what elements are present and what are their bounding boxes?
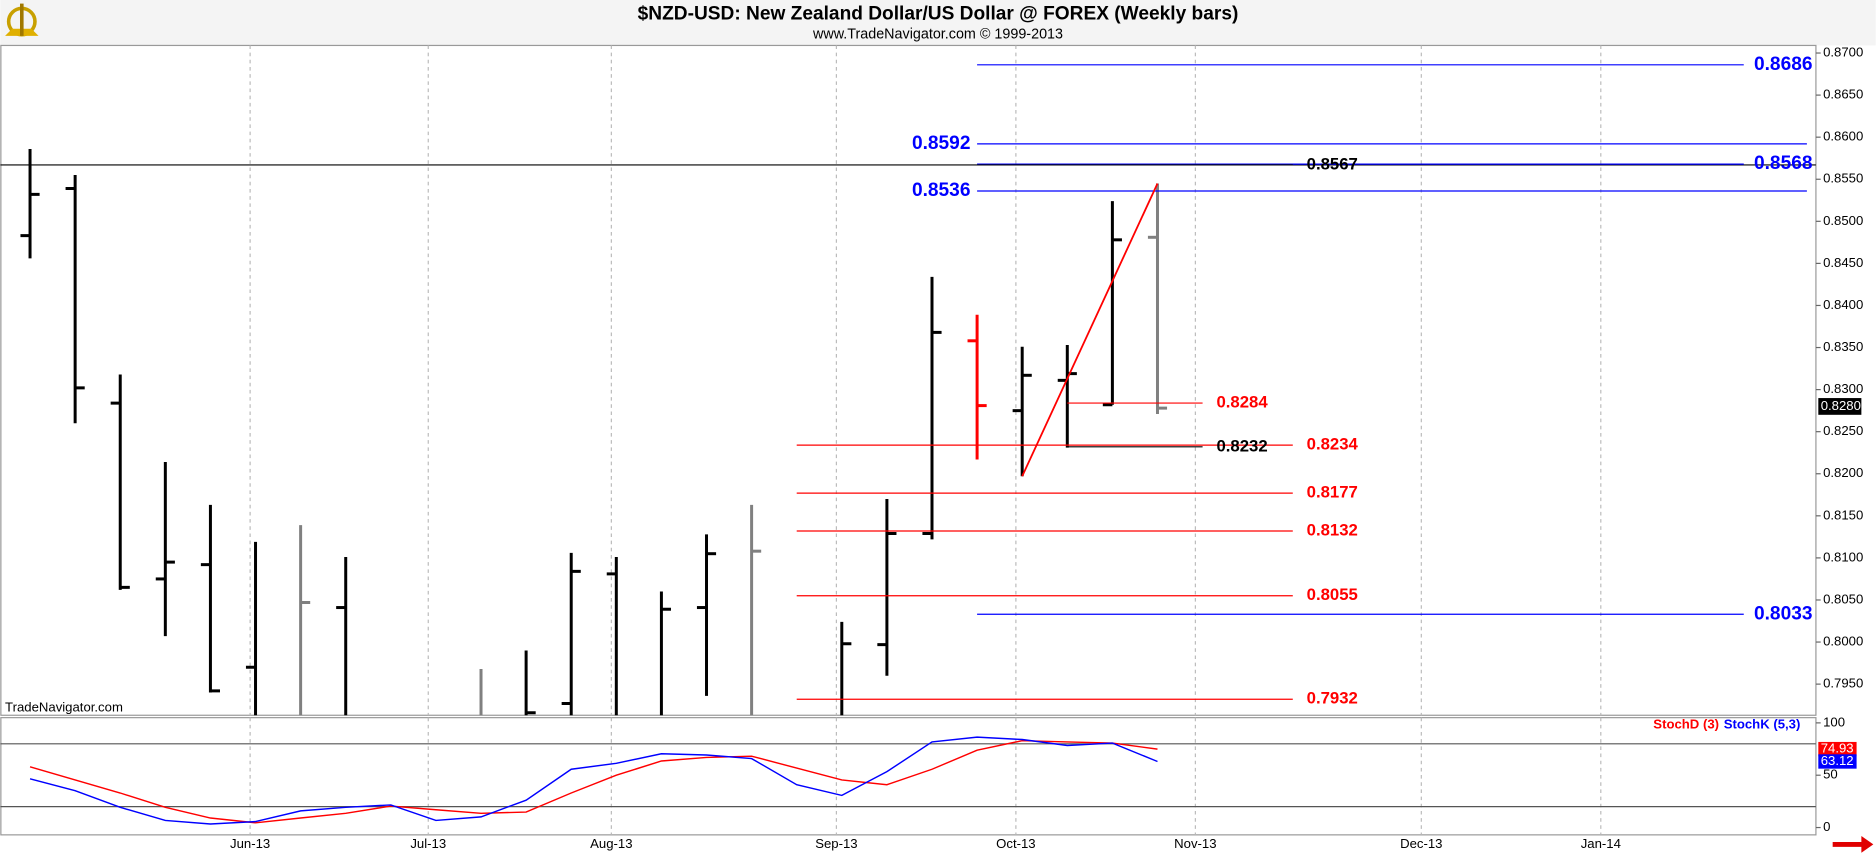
- level-label: 0.8284: [1216, 392, 1268, 411]
- y-tick-label: 0.8600: [1823, 129, 1863, 144]
- y-tick-label: 0.8300: [1823, 381, 1863, 396]
- annotations: 0.8686 0.8592 0.8568 0.8567 0.8536 0.8284 0.82…: [796, 54, 1813, 708]
- y-tick-label: 0.8200: [1823, 465, 1863, 480]
- y-tick-label: 0.8500: [1823, 213, 1863, 228]
- level-label: 0.8033: [1754, 603, 1813, 624]
- header-band: [0, 0, 1876, 46]
- scroll-arrow[interactable]: [1832, 836, 1874, 853]
- x-tick-label: Jan-14: [1581, 836, 1621, 851]
- level-label: 0.8536: [912, 180, 971, 201]
- chart-subtitle: www.TradeNavigator.com © 1999-2013: [812, 26, 1063, 42]
- last-value-label: 74.93: [1821, 741, 1854, 756]
- y-tick-label: 0.8100: [1823, 549, 1863, 564]
- logo: [5, 3, 39, 37]
- y-tick-label: 0.8650: [1823, 87, 1863, 102]
- y-tick-label: 0.8400: [1823, 297, 1863, 312]
- last-value-box: [1818, 754, 1857, 769]
- x-tick-label: Aug-13: [590, 836, 632, 851]
- grid: [249, 45, 1602, 835]
- level-label: 0.8567: [1307, 154, 1358, 173]
- last-price-label: 0.8280: [1821, 398, 1861, 413]
- x-tick-label: Oct-13: [996, 836, 1035, 851]
- stoch-line: [29, 739, 1158, 824]
- x-tick-label: Dec-13: [1400, 836, 1442, 851]
- level-label: 0.7932: [1307, 689, 1358, 708]
- x-tick-label: Sep-13: [815, 836, 857, 851]
- level-label: 0.8232: [1216, 436, 1267, 455]
- trend-line: [1021, 183, 1159, 477]
- last-value-label: 63.12: [1821, 753, 1854, 768]
- level-label: 0.8132: [1307, 520, 1358, 539]
- price-plot: [0, 148, 1816, 716]
- level-label: 0.8055: [1307, 585, 1358, 604]
- level-label: 0.8686: [1754, 54, 1813, 75]
- x-tick-label: Jul-13: [410, 836, 446, 851]
- y-tick-label: 100: [1823, 714, 1845, 729]
- axes: Jun-13 Jul-13 Aug-13 Sep-13 Oct-13 Nov-13 Dec-…: [230, 44, 1863, 850]
- stoch-panel: [0, 717, 1817, 836]
- level-label: 0.8234: [1307, 435, 1359, 454]
- y-tick-label: 0.8450: [1823, 255, 1863, 270]
- stoch-line: [29, 736, 1158, 825]
- y-tick-label: 0: [1823, 819, 1830, 834]
- y-tick-label: 0.8700: [1823, 44, 1863, 59]
- legend-entry: StochK (5,3): [1724, 716, 1801, 731]
- last-price-box: [1818, 398, 1862, 415]
- y-tick-label: 0.8250: [1823, 423, 1863, 438]
- y-tick-label: 0.8050: [1823, 591, 1863, 606]
- level-label: 0.8177: [1307, 483, 1358, 502]
- level-label: 0.8592: [912, 133, 971, 154]
- y-tick-label: 0.8150: [1823, 507, 1863, 522]
- x-tick-label: Nov-13: [1174, 836, 1216, 851]
- y-tick-label: 0.8000: [1823, 634, 1863, 649]
- x-tick-label: Jun-13: [230, 836, 270, 851]
- last-value-box: [1818, 741, 1857, 757]
- y-tick-label: 50: [1823, 767, 1838, 782]
- legend-entry: StochD (3): [1653, 716, 1719, 731]
- y-tick-label: 0.8350: [1823, 339, 1863, 354]
- y-tick-label: 0.7950: [1823, 676, 1863, 691]
- chart-title: $NZD-USD: New Zealand Dollar/US Dollar @…: [638, 3, 1239, 24]
- watermark: TradeNavigator.com: [5, 700, 123, 715]
- y-tick-label: 0.8550: [1823, 171, 1863, 186]
- stoch-plot: [0, 736, 1816, 825]
- level-label: 0.8568: [1754, 153, 1813, 174]
